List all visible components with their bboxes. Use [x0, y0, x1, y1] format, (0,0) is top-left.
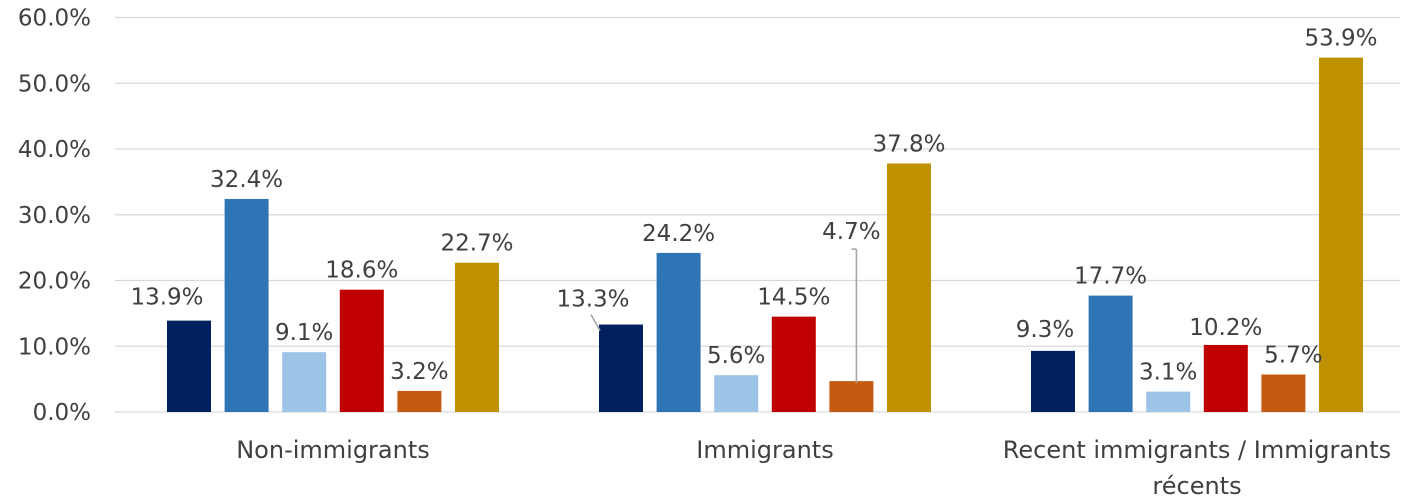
data-label: 3.2%: [390, 359, 448, 385]
data-label: 17.7%: [1074, 264, 1147, 290]
y-tick-label: 60.0%: [18, 6, 91, 32]
data-label: 14.5%: [757, 285, 830, 311]
y-tick-label: 10.0%: [18, 334, 91, 360]
data-label: 13.9%: [130, 285, 203, 311]
data-label: 18.6%: [325, 258, 398, 284]
data-label: 53.9%: [1304, 26, 1377, 52]
bar: [714, 375, 759, 412]
y-axis-tick-labels: 0.0% 10.0% 20.0% 30.0% 40.0% 50.0% 60.0%: [18, 6, 91, 427]
data-label: 5.7%: [1264, 343, 1322, 369]
data-label: 13.3%: [556, 287, 629, 313]
y-tick-label: 0.0%: [33, 400, 91, 426]
bar: [1319, 57, 1363, 413]
bars: [167, 57, 1363, 413]
data-label: 10.2%: [1189, 315, 1262, 341]
bar: [339, 289, 384, 412]
leader-line: [590, 314, 601, 331]
x-axis-category-labels: Non-immigrants Immigrants Recent immigrant…: [236, 436, 1391, 498]
bar: [1261, 374, 1306, 412]
data-label: 4.7%: [822, 219, 880, 245]
bar: [829, 381, 874, 412]
bar: [599, 324, 643, 412]
bar: [1031, 350, 1075, 412]
data-label: 22.7%: [440, 231, 513, 257]
data-label: 9.3%: [1016, 317, 1074, 343]
y-tick-label: 40.0%: [18, 137, 91, 163]
data-label: 37.8%: [872, 131, 945, 157]
data-label: 32.4%: [210, 167, 283, 193]
y-tick-label: 30.0%: [18, 203, 91, 229]
bar: [397, 390, 442, 412]
bar: [656, 252, 701, 412]
category-label: Non-immigrants: [236, 436, 430, 464]
label-leader-lines: [590, 248, 858, 384]
bar: [771, 316, 816, 412]
bar: [887, 163, 931, 412]
bar: [1146, 391, 1191, 412]
y-tick-label: 50.0%: [18, 71, 91, 97]
category-label: Recent immigrants / Immigrants: [1003, 436, 1391, 464]
bar: [282, 352, 327, 412]
bar: [1088, 295, 1133, 412]
gridlines: [115, 16, 1400, 413]
data-label: 3.1%: [1139, 360, 1197, 386]
bar: [224, 198, 269, 412]
data-labels: 13.9% 13.3% 9.3% 32.4% 24.2% 17.7% 9.1% 5.6% 3.1…: [130, 26, 1377, 386]
bar: [455, 262, 499, 412]
y-tick-label: 20.0%: [18, 269, 91, 295]
data-label: 5.6%: [707, 343, 765, 369]
bar: [167, 320, 211, 412]
category-label: Immigrants: [696, 436, 833, 464]
category-label: récents: [1152, 472, 1241, 498]
data-label: 24.2%: [642, 221, 715, 247]
bar: [1203, 344, 1248, 412]
data-label: 9.1%: [275, 320, 333, 346]
